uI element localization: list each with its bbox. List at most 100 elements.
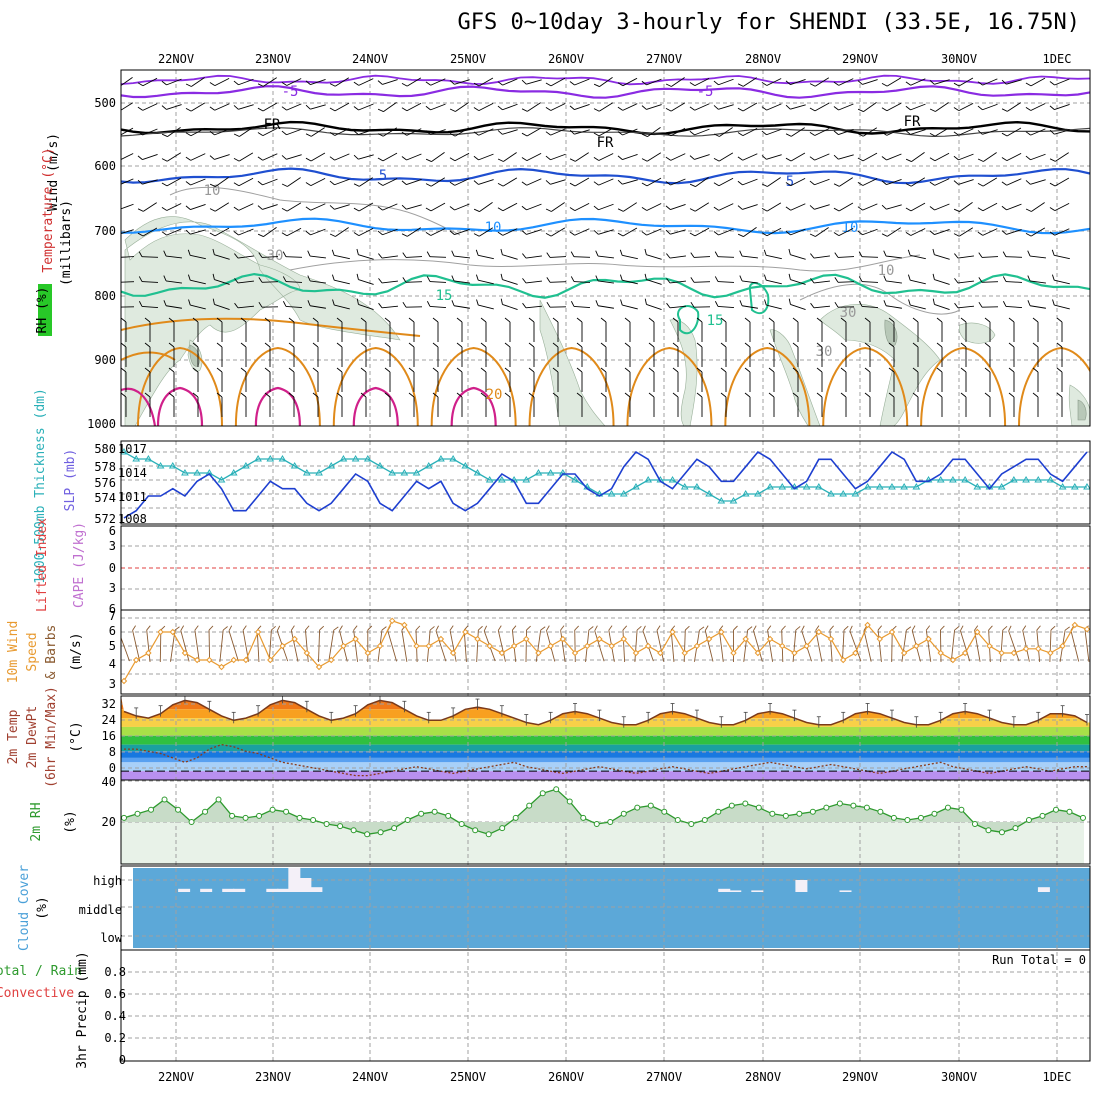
barb-flag — [288, 342, 295, 348]
barb-flag — [242, 625, 247, 631]
barb-staff — [328, 630, 335, 662]
panel-frame-0 — [120, 69, 1091, 427]
y-tick: 900 — [94, 353, 116, 367]
barb-flag — [767, 625, 772, 631]
barb-staff — [959, 202, 973, 212]
barb-flag — [257, 107, 264, 112]
barb-staff — [622, 629, 626, 663]
barb-flag — [329, 107, 336, 112]
y-axis-label: Lifted Index — [35, 518, 50, 612]
wind-barb — [168, 342, 175, 367]
wind-barb — [593, 178, 614, 186]
barb-flag — [569, 231, 575, 236]
barb-flag — [936, 342, 943, 348]
barb-staff — [358, 128, 374, 136]
wind-barb — [665, 102, 686, 112]
barb-flag — [281, 232, 288, 237]
barb-flag — [425, 130, 431, 135]
barb-staff — [886, 178, 902, 186]
barb-flag — [552, 367, 559, 373]
barb-flag — [593, 108, 600, 112]
rh-contour-0 — [169, 186, 461, 236]
barb-staff — [463, 630, 467, 662]
wind-barb — [792, 367, 799, 392]
barb-staff — [382, 79, 398, 85]
barb-staff — [406, 204, 422, 210]
barb-flag — [905, 105, 911, 111]
wind10-barb — [290, 625, 299, 662]
wind10-point — [584, 642, 591, 650]
barb-flag — [1049, 105, 1055, 110]
barb-flag — [497, 231, 504, 236]
thickness-point — [424, 462, 433, 469]
wind-barb — [209, 154, 230, 160]
barb-flag — [809, 156, 815, 161]
wind-barb — [1001, 79, 1022, 85]
barb-flag — [329, 156, 335, 161]
barb-flag — [1032, 392, 1039, 398]
wind-barb — [953, 102, 974, 112]
barb-flag — [834, 301, 839, 308]
wind10-point — [437, 635, 445, 643]
wind-barb — [665, 77, 685, 87]
barb-flag — [801, 625, 805, 631]
wind10-point — [547, 642, 554, 650]
wind-barb — [449, 102, 469, 112]
barb-staff — [886, 77, 902, 87]
barb-flag — [281, 183, 288, 187]
rh2m-point — [674, 816, 681, 823]
barb-staff — [886, 280, 902, 284]
rh2m-point — [256, 812, 263, 819]
wind10-point — [669, 628, 676, 636]
temp-band-9 — [121, 762, 1090, 772]
y-axis-label: 2m RH — [29, 802, 44, 841]
wind-barb — [936, 317, 943, 342]
wind10-point — [267, 656, 274, 664]
barb-flag — [816, 392, 823, 398]
barb-flag — [1008, 367, 1015, 373]
barb-staff — [334, 77, 350, 87]
barb-flag — [1002, 301, 1007, 307]
barb-staff — [382, 228, 398, 236]
top-date-label: 24NOV — [352, 52, 388, 66]
wind-barb — [857, 178, 878, 186]
barb-flag — [761, 183, 768, 187]
barb-flag — [305, 104, 311, 110]
wind-barb — [644, 298, 662, 311]
barb-staff — [717, 281, 735, 283]
rh2m-point — [269, 806, 276, 813]
wind-barb — [432, 367, 439, 392]
wind-barb — [595, 275, 614, 284]
wind-barb — [737, 204, 758, 210]
barb-flag — [497, 207, 504, 212]
barb-flag — [696, 342, 703, 348]
wind-barb — [744, 342, 751, 367]
barb-flag — [569, 158, 576, 162]
barb-flag — [617, 131, 623, 136]
wind-barb — [1056, 392, 1063, 417]
bottom-date-label: 22NOV — [158, 1070, 194, 1084]
wind-barb — [809, 227, 829, 237]
barb-staff — [598, 178, 614, 186]
barb-staff — [670, 203, 686, 211]
wind-barb — [593, 229, 614, 235]
barb-flag — [545, 106, 552, 111]
wind-barb — [312, 392, 319, 417]
wind-barb — [881, 128, 902, 136]
barb-flag — [475, 274, 479, 281]
barb-flag — [408, 367, 415, 373]
y-tick: 600 — [94, 159, 116, 173]
barb-flag — [696, 317, 703, 323]
barb-flag — [936, 317, 943, 323]
barb-flag — [333, 626, 339, 631]
barb-staff — [550, 128, 566, 136]
barb-flag — [497, 105, 503, 111]
barb-staff — [1030, 255, 1046, 259]
barb-flag — [977, 182, 984, 187]
wind-barb — [569, 78, 590, 86]
wind-barb — [888, 367, 895, 392]
wind10-point — [340, 642, 347, 650]
barb-staff — [886, 204, 902, 210]
wind-barb — [984, 342, 991, 367]
barb-flag — [281, 207, 288, 212]
